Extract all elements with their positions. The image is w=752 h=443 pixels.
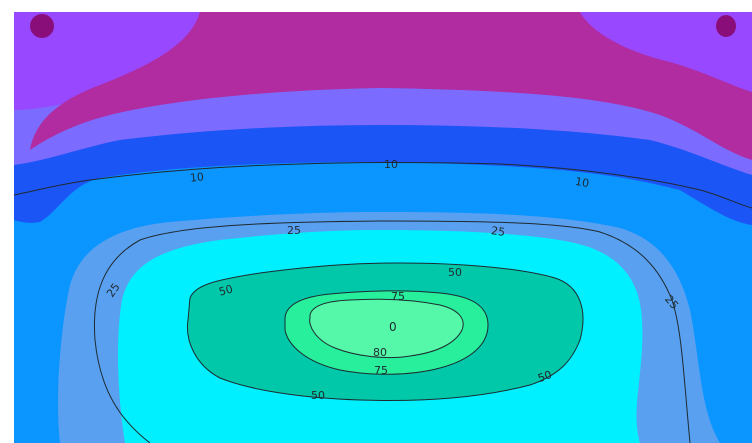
contour-label: 75 bbox=[374, 364, 388, 377]
contour-line-75 bbox=[284, 290, 489, 375]
contour-label: 75 bbox=[391, 290, 405, 303]
dark-spot-right bbox=[716, 15, 736, 37]
contour-line-25 bbox=[93, 220, 691, 443]
region-violet-right-corner bbox=[580, 12, 752, 92]
contour-line-10 bbox=[13, 162, 752, 209]
region-violet-left-corner bbox=[14, 12, 200, 99]
contour-lines bbox=[13, 162, 752, 443]
contour-label: 10 bbox=[189, 170, 204, 184]
dark-spot-left bbox=[30, 14, 54, 38]
contour-label: 25 bbox=[490, 224, 506, 239]
contour-label: 25 bbox=[287, 224, 301, 237]
center-label: 0 bbox=[389, 320, 397, 334]
contour-label: 50 bbox=[311, 389, 325, 402]
contour-label: 50 bbox=[448, 266, 462, 279]
contour-line-80 bbox=[309, 298, 464, 359]
region-mint bbox=[309, 299, 464, 358]
contour-line-50 bbox=[186, 262, 584, 401]
contour-label: 10 bbox=[574, 175, 590, 190]
plot-area bbox=[14, 12, 752, 443]
contour-label: 50 bbox=[217, 282, 234, 298]
contour-label: 80 bbox=[373, 346, 387, 359]
region-magenta bbox=[30, 12, 752, 160]
contour-label: 10 bbox=[384, 158, 398, 171]
contour-labels: 10 10 10 25 25 25 25 50 50 50 50 75 75 8… bbox=[104, 158, 681, 402]
contour-label: 50 bbox=[536, 368, 554, 385]
